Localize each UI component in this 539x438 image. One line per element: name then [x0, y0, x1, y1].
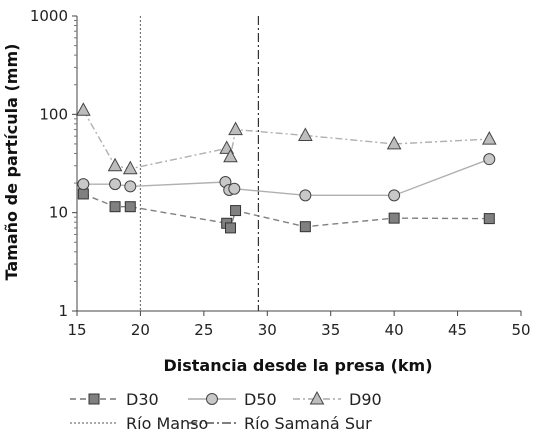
legend-marker [88, 393, 100, 405]
x-tick-label: 20 [131, 321, 150, 339]
data-point [109, 178, 122, 191]
legend-item: D50 [188, 390, 277, 409]
series-d50 [77, 153, 496, 202]
data-point [77, 188, 89, 200]
legend: D30 D50 D90 Río Manso Río Samaná Sur [70, 390, 382, 433]
x-tick-label: 45 [448, 321, 467, 339]
legend-marker [309, 390, 325, 405]
data-point [230, 205, 242, 217]
legend-item: D30 [70, 390, 159, 409]
data-point [76, 102, 91, 116]
legend-item: Río Manso [70, 414, 208, 433]
legend-label: D30 [126, 390, 159, 409]
data-point [299, 189, 312, 202]
legend-label: Río Manso [126, 414, 208, 433]
data-point [388, 212, 400, 224]
data-point [122, 160, 138, 175]
x-tick-label: 40 [385, 321, 404, 339]
y-tick-label: 1 [58, 302, 68, 320]
data-point [481, 131, 497, 145]
x-tick-label: 15 [67, 321, 86, 339]
series-layer [76, 102, 497, 234]
y-tick-label: 10 [49, 204, 68, 222]
x-tick-label: 25 [194, 321, 213, 339]
data-point [483, 153, 496, 166]
data-point [107, 157, 123, 172]
data-point [223, 148, 238, 163]
x-tick-label: 50 [511, 321, 530, 339]
x-tick-label: 30 [258, 321, 277, 339]
data-point [124, 201, 136, 213]
data-point [299, 221, 311, 233]
legend-label: D90 [349, 390, 382, 409]
series-d90 [76, 102, 497, 175]
data-point [124, 180, 137, 193]
data-point [228, 121, 243, 136]
data-point [388, 189, 401, 202]
y-tick-label: 100 [39, 105, 68, 123]
data-point [228, 182, 241, 195]
y-axis-label: Tamaño de partícula (mm) [2, 44, 21, 281]
x-axis-label: Distancia desde la presa (km) [163, 356, 432, 375]
data-point [77, 178, 90, 191]
series-line [83, 158, 490, 197]
data-point [298, 127, 313, 141]
series-line [83, 193, 490, 230]
axes: 15 20 25 30 35 40 45 50 1 10 100 1000 [30, 7, 531, 339]
data-point [224, 222, 236, 234]
data-point [386, 135, 402, 150]
legend-marker [206, 393, 218, 405]
x-tick-label: 35 [321, 321, 340, 339]
legend-label: D50 [244, 390, 277, 409]
data-point [109, 201, 121, 213]
reference-lines [139, 16, 260, 311]
y-tick-label: 1000 [30, 7, 68, 25]
legend-item: D90 [293, 390, 382, 409]
data-point [483, 213, 495, 225]
legend-item: Río Samaná Sur [188, 414, 372, 433]
series-d30 [77, 188, 495, 234]
series-line [82, 109, 490, 170]
legend-label: Río Samaná Sur [244, 414, 372, 433]
